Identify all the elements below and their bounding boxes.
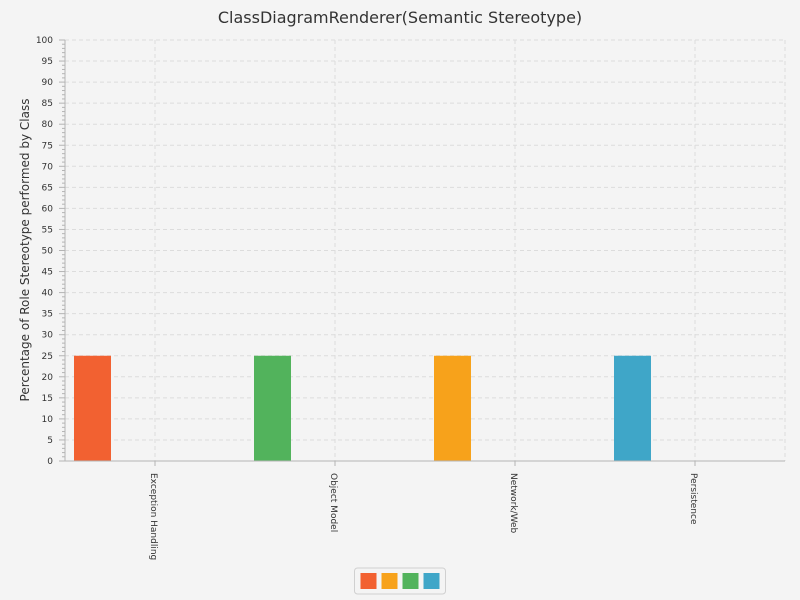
legend-swatch xyxy=(423,573,440,589)
y-tick-label: 30 xyxy=(42,331,54,341)
legend-box xyxy=(354,567,446,595)
legend-swatch xyxy=(360,573,377,589)
y-tick-label: 20 xyxy=(42,373,54,383)
y-tick-label: 40 xyxy=(42,289,54,299)
y-tick-label: 55 xyxy=(42,225,53,235)
y-tick-label: 70 xyxy=(42,162,54,172)
bar xyxy=(74,355,111,461)
legend xyxy=(354,567,446,595)
legend-swatch xyxy=(402,573,419,589)
y-tick-label: 25 xyxy=(42,352,53,362)
bars xyxy=(74,355,651,461)
bar xyxy=(254,355,291,461)
y-tick-label: 45 xyxy=(42,268,53,278)
y-axis-label: Percentage of Role Stereotype performed … xyxy=(18,99,32,402)
y-tick-label: 65 xyxy=(42,183,53,193)
x-tick-label: Object Model xyxy=(328,473,338,532)
y-tick-label: 90 xyxy=(42,78,54,88)
y-tick-label: 95 xyxy=(42,57,53,67)
legend-swatch xyxy=(381,573,398,589)
x-tick-label: Persistence xyxy=(688,473,698,525)
y-tick-label: 75 xyxy=(42,141,53,151)
y-tick-label: 100 xyxy=(36,36,53,46)
grid xyxy=(65,39,786,461)
y-tick-label: 15 xyxy=(42,394,53,404)
y-tick-label: 80 xyxy=(42,120,54,130)
y-tick-label: 60 xyxy=(42,204,54,214)
x-tick-label: Network/Web xyxy=(508,473,518,534)
y-tick-label: 0 xyxy=(47,457,53,467)
x-tick-label: Exception Handling xyxy=(148,473,158,560)
x-axis: Exception Handling Object Model Network/We… xyxy=(148,461,698,560)
y-tick-label: 10 xyxy=(42,415,54,425)
y-axis: 0 5 10 15 20 25 30 35 40 45 50 55 60 65 70 75 80 85 90 95 10… xyxy=(36,36,65,467)
chart-title: ClassDiagramRenderer(Semantic Stereotype… xyxy=(218,8,582,27)
bar xyxy=(434,355,471,461)
y-tick-label: 85 xyxy=(42,99,53,109)
y-tick-label: 50 xyxy=(42,247,54,257)
y-tick-label: 5 xyxy=(47,436,53,446)
bar xyxy=(614,355,651,461)
y-tick-label: 35 xyxy=(42,310,53,320)
